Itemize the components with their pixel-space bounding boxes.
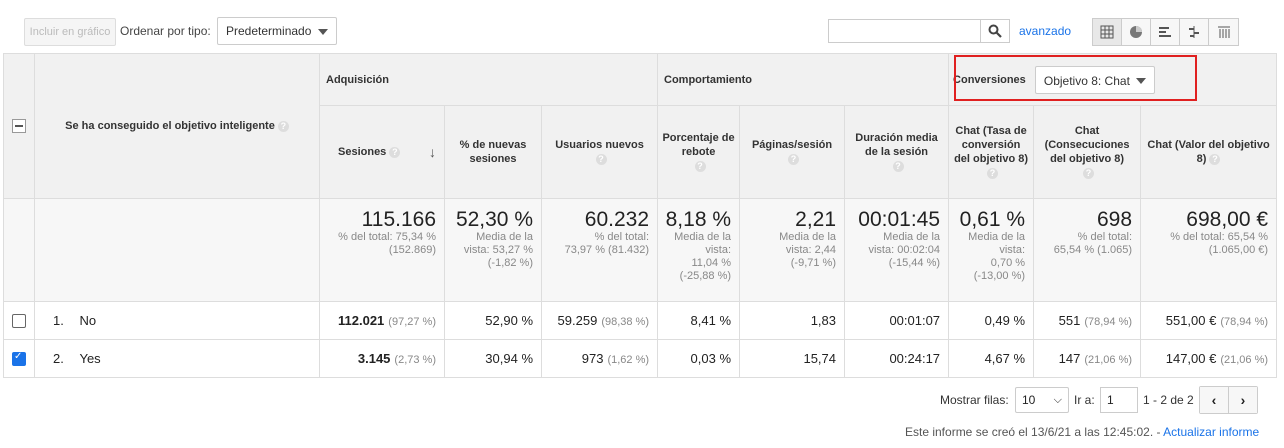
total-pages: 2,21 Media de la vista: 2,44 (-9,71 %) [739,198,846,302]
search-icon [988,24,1002,38]
help-icon[interactable]: ? [277,120,289,132]
cell-sessions: 3.145 (2,73 %) [319,339,445,378]
minus-icon[interactable] [12,119,26,133]
pagination-range: 1 - 2 de 2 [1143,393,1194,407]
table-view-icon[interactable] [1093,19,1122,45]
total-duration: 00:01:45 Media de la vista: 00:02:04 (-15,4… [844,198,950,302]
select-all-cell[interactable] [3,53,35,199]
cell-duration: 00:01:07 [844,301,950,340]
group-acquisition: Adquisición [318,53,659,106]
row-index: 1. [53,313,64,328]
cell-sessions: 112.021 (97,27 %) [319,301,445,340]
update-report-link[interactable]: Actualizar informe [1163,425,1260,439]
totals-row: 115.166% del total: 75,34 % (152.869) 52,… [3,198,1278,302]
help-icon[interactable]: ? [595,153,607,165]
row-index: 2. [53,351,64,366]
cell-pages: 1,83 [739,301,846,340]
goto-label: Ir a: [1074,393,1095,407]
goal-select[interactable]: Objetivo 8: Chat [1034,65,1155,94]
comparison-view-icon[interactable] [1180,19,1209,45]
cell-new-sessions: 30,94 % [444,339,542,378]
row-checkbox[interactable] [12,351,26,366]
row-label[interactable]: No [79,313,97,328]
group-behavior: Comportamiento [657,53,950,106]
total-new-users: 60.232% del total: 73,97 % (81.432) [540,198,659,302]
help-icon[interactable]: ? [1083,167,1095,179]
cell-new-sessions: 52,90 % [444,301,542,340]
sort-value: Predeterminado [226,24,312,38]
report-table: Se ha conseguido el objetivo inteligente… [3,53,1278,378]
rows-label: Mostrar filas: [940,393,1009,407]
sort-desc-icon: ↓ [429,144,436,160]
help-icon[interactable]: ? [1209,153,1221,165]
pager: ‹ › [1199,386,1258,414]
column-header-pages[interactable]: Páginas/sesión? [739,105,846,199]
pie-view-icon[interactable] [1122,19,1151,45]
column-header-goal-value[interactable]: Chat (Valor del objetivo 8)? [1140,105,1278,199]
total-goal-value: 698,00 €% del total: 65,54 % (1.065,00 €) [1140,198,1278,302]
search-button[interactable] [980,19,1010,43]
column-header-completions[interactable]: Chat (Consecuciones del objetivo 8)? [1033,105,1142,199]
chevron-down-icon [318,29,328,35]
plot-rows-button[interactable]: Incluir en gráfico [24,18,116,46]
search-input[interactable] [828,19,980,43]
cell-duration: 00:24:17 [844,339,950,378]
goto-input[interactable]: 1 [1100,387,1138,413]
total-conv-rate: 0,61 % Media de la vista: 0,70 % (-13,00 %) [948,198,1035,302]
column-header-conv-rate[interactable]: Chat (Tasa de conversión del objetivo 8)… [948,105,1035,199]
sort-select[interactable]: Predeterminado [217,17,337,45]
help-icon[interactable]: ? [788,153,800,165]
column-header-new-users[interactable]: Usuarios nuevos? [540,105,659,199]
help-icon[interactable]: ? [987,167,999,179]
report-created: Este informe se creó el 13/6/21 a las 12… [905,425,1260,439]
chevron-down-icon [1135,77,1146,84]
column-header-duration[interactable]: Duración media de la sesión? [844,105,950,199]
cell-conv-rate: 4,67 % [948,339,1035,378]
chevron-down-icon: ⌵ [1053,394,1062,406]
column-header-bounce[interactable]: Porcentaje de rebote? [657,105,741,199]
cell-bounce: 0,03 % [657,339,741,378]
help-icon[interactable]: ? [389,146,401,158]
total-bounce: 8,18 % Media de la vista: 11,04 % (-25,88 %) [657,198,741,302]
total-completions: 698% del total: 65,54 % (1.065) [1033,198,1142,302]
table-row: 1. No 112.021 (97,27 %) 52,90 % 59.259 (98… [3,301,1278,340]
group-conversions: Conversiones Objetivo 8: Chat [948,53,1278,106]
table-toolbar: Incluir en gráfico Ordenar por tipo: Pre… [0,14,1284,48]
goal-select-value: Objetivo 8: Chat [1043,73,1130,88]
column-header-sessions[interactable]: Sesiones? ↓ [319,105,445,199]
row-checkbox[interactable] [12,313,26,328]
view-switcher [1092,18,1239,46]
dimension-header: Se ha conseguido el objetivo inteligente… [34,53,320,199]
pivot-view-icon[interactable] [1209,19,1238,45]
row-label[interactable]: Yes [79,351,101,366]
cell-bounce: 8,41 % [657,301,741,340]
cell-new-users: 59.259 (98,38 %) [540,301,659,340]
rows-select[interactable]: 10 ⌵ [1015,387,1069,413]
cell-completions: 147 (21,06 %) [1033,339,1142,378]
cell-pages: 15,74 [739,339,846,378]
column-header-new-sessions[interactable]: % de nuevas sesiones [444,105,542,199]
total-new-sessions: 52,30 % Media de la vista: 53,27 % (-1,82 %… [444,198,542,302]
cell-goal-value: 551,00 € (78,94 %) [1140,301,1278,340]
cell-new-users: 973 (1,62 %) [540,339,659,378]
total-sessions: 115.166% del total: 75,34 % (152.869) [319,198,445,302]
cell-completions: 551 (78,94 %) [1033,301,1142,340]
help-icon[interactable]: ? [694,160,706,172]
next-page-icon[interactable]: › [1229,387,1257,413]
sort-label: Ordenar por tipo: [120,24,211,38]
highlight-box [954,55,1197,101]
cell-conv-rate: 0,49 % [948,301,1035,340]
prev-page-icon[interactable]: ‹ [1200,387,1229,413]
table-row: 2. Yes 3.145(2,73 %) 30,94 % 973(1,62 %)… [3,339,1278,378]
bar-view-icon[interactable] [1151,19,1180,45]
advanced-link[interactable]: avanzado [1019,24,1072,38]
help-icon[interactable]: ? [892,160,904,172]
cell-goal-value: 147,00 € (21,06 %) [1140,339,1278,378]
